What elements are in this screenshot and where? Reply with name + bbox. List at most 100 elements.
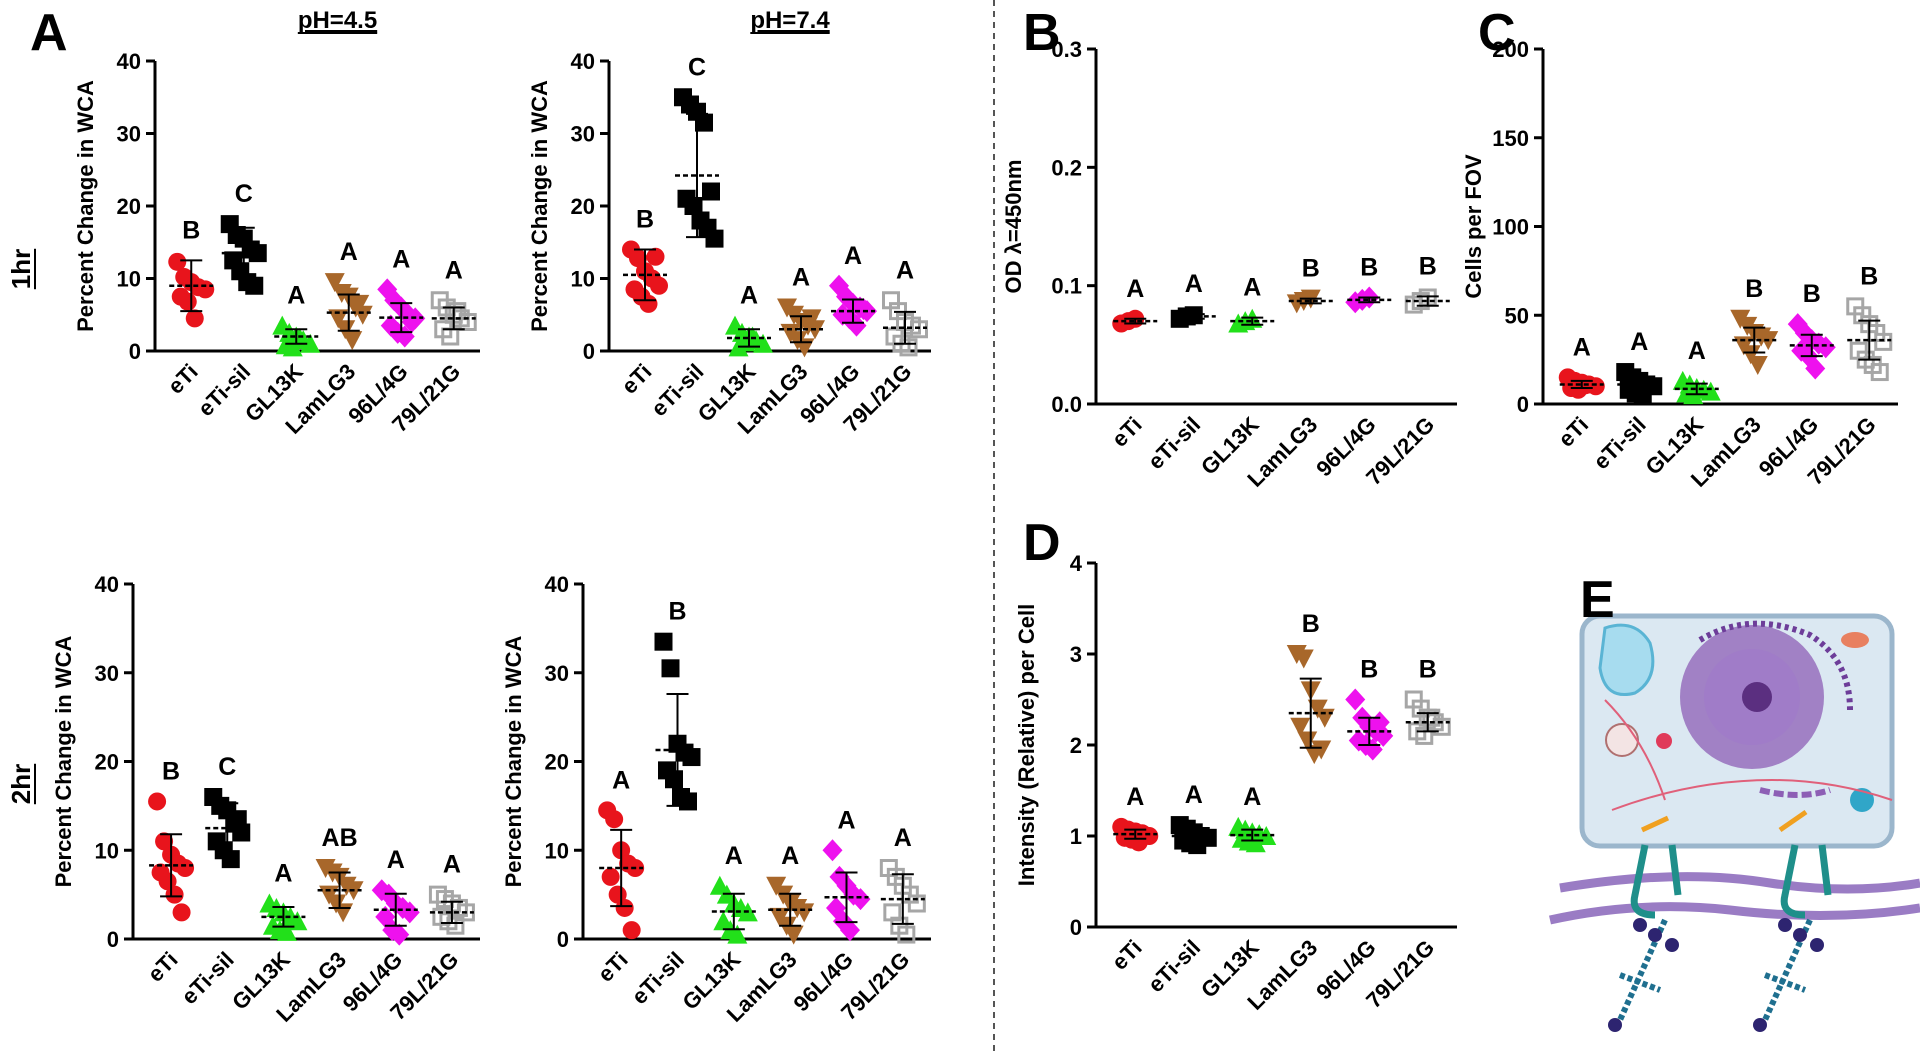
- point: [1293, 649, 1314, 669]
- point: [1874, 332, 1893, 351]
- significance-letter: A: [792, 264, 810, 292]
- significance-letter: A: [274, 860, 292, 888]
- point: [389, 923, 410, 946]
- significance-letter: A: [1688, 337, 1706, 365]
- column-title: pH=7.4: [750, 7, 830, 34]
- point: [650, 276, 668, 295]
- point: [328, 309, 349, 329]
- point: [753, 333, 773, 353]
- column-title: pH=4.5: [298, 7, 377, 34]
- y-axis-label: OD λ=450nm: [1001, 160, 1026, 294]
- significance-letter: A: [445, 256, 463, 284]
- point: [178, 292, 197, 311]
- y-axis-label: Percent Change in WCA: [527, 80, 552, 332]
- y-tick-label: 30: [117, 122, 141, 147]
- x-tick-label: eTi: [593, 947, 633, 987]
- point: [907, 894, 926, 913]
- point: [846, 314, 867, 337]
- y-tick-label: 100: [1492, 215, 1529, 240]
- point: [665, 770, 683, 789]
- y-tick-label: 150: [1492, 126, 1529, 151]
- significance-letter: B: [1745, 275, 1763, 303]
- y-tick-label: 30: [571, 122, 595, 147]
- y-tick-label: 20: [571, 194, 595, 219]
- point: [1290, 717, 1311, 737]
- significance-letter: A: [612, 766, 630, 794]
- point: [705, 229, 724, 248]
- point: [245, 276, 264, 295]
- y-tick-label: 0: [557, 927, 569, 952]
- x-tick-label: eTi: [143, 947, 183, 987]
- significance-letter: A: [844, 242, 862, 270]
- point: [196, 280, 215, 299]
- point: [228, 810, 247, 829]
- significance-letter: B: [1360, 656, 1378, 684]
- significance-letter: B: [182, 216, 200, 244]
- significance-letter: B: [1419, 252, 1437, 280]
- significance-letter: C: [218, 753, 236, 781]
- y-tick-label: 10: [571, 267, 595, 292]
- point: [458, 313, 477, 331]
- panel-label: C: [1478, 4, 1516, 62]
- point: [702, 182, 720, 201]
- y-tick-label: 20: [117, 194, 141, 219]
- point: [399, 901, 420, 924]
- x-tick-label: eTi-sil: [1143, 935, 1205, 997]
- point: [639, 294, 658, 313]
- y-tick-label: 10: [117, 267, 141, 292]
- significance-letter: A: [1185, 270, 1203, 298]
- point: [910, 320, 928, 339]
- y-tick-label: 1: [1070, 824, 1082, 849]
- point: [850, 888, 871, 911]
- significance-letter: A: [1243, 274, 1261, 302]
- x-tick-label: eTi-sil: [1143, 412, 1205, 474]
- y-tick-label: 20: [95, 750, 119, 775]
- y-tick-label: 0.1: [1051, 274, 1082, 299]
- point: [324, 273, 345, 293]
- significance-letter: C: [688, 53, 706, 81]
- point: [394, 325, 415, 348]
- y-tick-label: 2: [1070, 733, 1082, 758]
- point: [148, 792, 167, 811]
- x-tick-label: eTi: [1553, 412, 1593, 452]
- point: [682, 748, 701, 767]
- y-tick-label: 0: [107, 927, 119, 952]
- y-tick-label: 0: [129, 339, 141, 364]
- y-tick-label: 0: [583, 339, 595, 364]
- point: [742, 326, 763, 346]
- significance-letter: A: [894, 824, 912, 852]
- point: [155, 832, 174, 851]
- panel-label: D: [1023, 514, 1061, 572]
- y-tick-label: 200: [1492, 37, 1529, 62]
- significance-letter: AB: [322, 824, 358, 852]
- point: [783, 925, 804, 945]
- x-tick-label: eTi: [163, 359, 203, 399]
- y-axis-label: Percent Change in WCA: [73, 80, 98, 332]
- significance-letter: A: [1243, 783, 1261, 811]
- point: [654, 632, 673, 651]
- y-axis-label: Percent Change in WCA: [51, 635, 76, 887]
- significance-letter: A: [340, 238, 358, 266]
- significance-letter: B: [162, 757, 180, 785]
- point: [287, 911, 308, 931]
- cell-illustration: [1549, 613, 1920, 1032]
- point: [276, 921, 297, 941]
- point: [1747, 355, 1768, 375]
- significance-letter: B: [1302, 255, 1320, 283]
- point: [899, 338, 918, 357]
- point: [840, 919, 860, 942]
- point: [172, 903, 191, 922]
- point: [1297, 731, 1318, 751]
- point: [679, 792, 697, 811]
- significance-letter: A: [387, 846, 405, 874]
- y-tick-label: 40: [571, 49, 595, 74]
- point: [446, 916, 465, 935]
- y-tick-label: 3: [1070, 642, 1082, 667]
- point: [1633, 386, 1652, 405]
- panel-label: B: [1023, 4, 1061, 62]
- significance-letter: B: [668, 598, 686, 626]
- point: [300, 333, 321, 353]
- point: [605, 810, 624, 829]
- row-label: 1hr: [6, 249, 36, 289]
